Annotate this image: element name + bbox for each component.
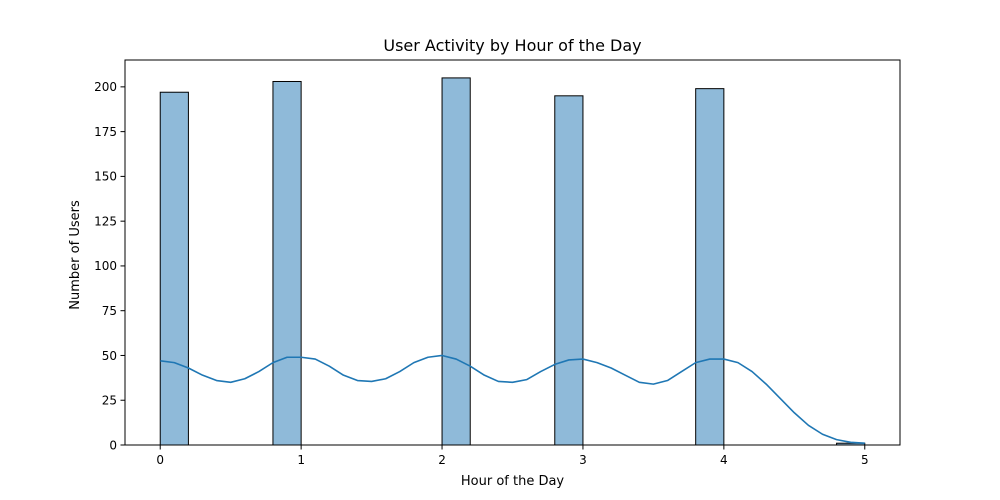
- y-axis-ticks: 0 25 50 75 100 125 150 175 200: [94, 80, 125, 452]
- kde-density-line: [160, 354, 865, 445]
- histogram-bar-3: [554, 95, 584, 446]
- y-tick-label: 200: [94, 80, 117, 94]
- x-axis-ticks: 0 1 2 3 4 5: [156, 445, 869, 467]
- y-tick-label: 100: [94, 259, 117, 273]
- y-tick-label: 75: [102, 304, 117, 318]
- y-tick-label: 125: [94, 214, 117, 228]
- kde-line-group: [160, 354, 865, 445]
- x-tick-label: 4: [720, 453, 728, 467]
- plot-area-frame: [124, 59, 901, 446]
- x-tick-label: 5: [861, 453, 869, 467]
- y-tick-label: 25: [102, 394, 117, 408]
- x-tick-label: 1: [297, 453, 305, 467]
- y-axis-label: Number of Users: [68, 200, 83, 310]
- y-tick-label: 0: [109, 438, 117, 452]
- y-tick-label: 150: [94, 170, 117, 184]
- histogram-bar-2: [441, 77, 471, 446]
- x-tick-label: 3: [579, 453, 587, 467]
- x-tick-label: 2: [438, 453, 446, 467]
- histogram-bar-0: [159, 91, 189, 446]
- bars-group: [159, 77, 866, 446]
- x-axis-label: Hour of the Day: [461, 474, 565, 489]
- histogram-bar-1: [272, 80, 302, 446]
- y-tick-label: 175: [94, 125, 117, 139]
- histogram-bar-4: [695, 88, 725, 446]
- y-tick-label: 50: [102, 349, 117, 363]
- chart-title: User Activity by Hour of the Day: [383, 36, 641, 55]
- x-tick-label: 0: [156, 453, 164, 467]
